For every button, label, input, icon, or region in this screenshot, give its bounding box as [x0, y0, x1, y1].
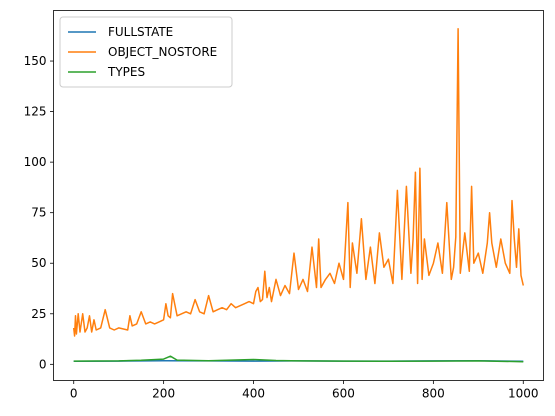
series-line-types	[73, 355, 524, 363]
y-tick-label: 150	[24, 54, 47, 68]
series-line-object-nostore	[72, 27, 525, 337]
legend-box	[59, 16, 233, 88]
legend: FULLSTATE OBJECT_NOSTORE TYPES	[59, 16, 233, 88]
y-tick-label: 125	[24, 105, 47, 119]
x-tick-label: 400	[242, 387, 265, 401]
plot-frame	[53, 10, 544, 381]
y-tick-label: 100	[24, 155, 47, 169]
y-tick-label: 25	[31, 307, 46, 321]
x-tick-label: 800	[422, 387, 445, 401]
x-tick-label: 1000	[508, 387, 539, 401]
x-tick-label: 600	[332, 387, 355, 401]
plot-lines	[72, 27, 525, 363]
x-tick-label: 0	[70, 387, 78, 401]
legend-label: OBJECT_NOSTORE	[108, 45, 217, 59]
legend-label: FULLSTATE	[108, 25, 173, 39]
x-axis: 0 200 400 600 800 1000	[70, 380, 539, 401]
y-tick-label: 75	[31, 206, 46, 220]
y-tick-label: 0	[39, 357, 47, 371]
x-tick-label: 200	[152, 387, 175, 401]
legend-label: TYPES	[107, 65, 145, 79]
y-axis: 0 25 50 75 100 125 150	[24, 54, 54, 371]
y-tick-label: 50	[31, 256, 46, 270]
